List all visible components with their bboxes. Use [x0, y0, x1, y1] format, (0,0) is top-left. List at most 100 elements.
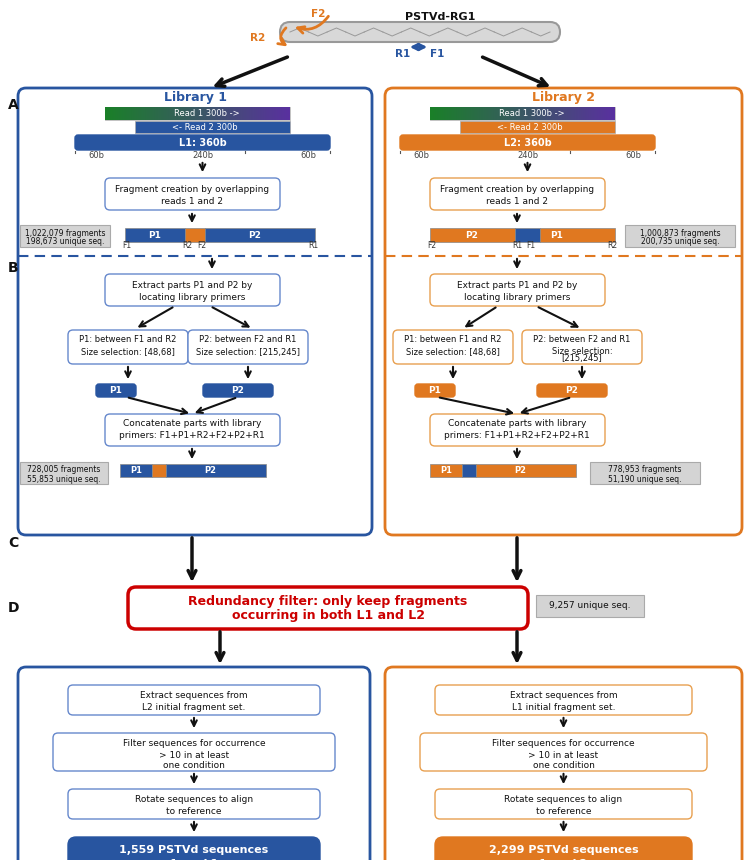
Text: PSTVd-RG1: PSTVd-RG1 [405, 12, 475, 22]
Bar [249, 107, 250, 120]
Bar [560, 107, 561, 120]
Text: Extract sequences from: Extract sequences from [510, 691, 617, 699]
Text: Extract parts P1 and P2 by: Extract parts P1 and P2 by [456, 280, 578, 290]
Bar [437, 107, 438, 120]
Bar [536, 107, 537, 120]
Bar [246, 107, 247, 120]
Bar [113, 107, 114, 120]
Text: 198,673 unique seq.: 198,673 unique seq. [26, 237, 105, 247]
Bar [456, 107, 457, 120]
Bar [284, 107, 285, 120]
Bar [271, 107, 272, 120]
Bar [122, 107, 123, 120]
Bar [523, 107, 524, 120]
Bar [188, 107, 189, 120]
Bar [225, 107, 226, 120]
Bar [527, 107, 528, 120]
Bar [469, 107, 470, 120]
Bar [559, 107, 560, 120]
Bar [503, 107, 504, 120]
Bar [511, 107, 512, 120]
Bar [215, 107, 216, 120]
Bar [172, 107, 173, 120]
Bar [169, 107, 170, 120]
Bar [607, 107, 608, 120]
Bar [550, 107, 551, 120]
Bar [595, 107, 596, 120]
Bar [536, 595, 644, 617]
Bar [119, 107, 120, 120]
Text: L1: 360b: L1: 360b [179, 138, 226, 148]
Bar [287, 107, 288, 120]
Bar [455, 107, 456, 120]
Text: 60b: 60b [301, 151, 317, 161]
Bar [592, 107, 593, 120]
Text: C: C [8, 536, 18, 550]
Bar [529, 107, 530, 120]
Bar [606, 107, 607, 120]
FancyBboxPatch shape [435, 789, 692, 819]
Bar [590, 107, 591, 120]
Bar [597, 107, 598, 120]
Bar [196, 107, 197, 120]
Bar [452, 107, 453, 120]
Bar [233, 107, 234, 120]
Bar [214, 107, 215, 120]
Bar [245, 107, 246, 120]
Bar [189, 107, 190, 120]
Text: L2: 360b: L2: 360b [504, 138, 551, 148]
Bar [602, 107, 603, 120]
Bar [564, 107, 565, 120]
Bar [185, 107, 186, 120]
Text: P2: between F2 and R1: P2: between F2 and R1 [533, 335, 631, 345]
Bar [475, 107, 476, 120]
Bar [453, 107, 454, 120]
Bar [531, 107, 532, 120]
Bar [121, 107, 122, 120]
Bar [205, 228, 315, 242]
Bar [476, 107, 477, 120]
Bar [158, 107, 159, 120]
Bar [580, 107, 581, 120]
Bar [586, 107, 587, 120]
Bar [264, 107, 265, 120]
Bar [223, 107, 224, 120]
Bar [567, 107, 568, 120]
Bar [439, 107, 440, 120]
Bar [553, 107, 554, 120]
FancyBboxPatch shape [280, 22, 560, 42]
Bar [212, 107, 213, 120]
Text: <- Read 2 300b: <- Read 2 300b [497, 122, 562, 132]
Text: F2: F2 [427, 242, 437, 250]
Text: 60b: 60b [88, 151, 105, 161]
Bar [489, 107, 490, 120]
Text: P1: P1 [550, 230, 563, 239]
Bar [285, 107, 286, 120]
Bar [457, 107, 458, 120]
Text: L1 initial fragment set.: L1 initial fragment set. [512, 703, 615, 711]
Bar [430, 107, 615, 120]
FancyBboxPatch shape [430, 414, 605, 446]
Bar [257, 107, 258, 120]
Bar [537, 107, 538, 120]
Text: 1,559 PSTVd sequences: 1,559 PSTVd sequences [120, 845, 268, 855]
Text: P1: P1 [149, 230, 162, 239]
Bar [440, 107, 441, 120]
Bar [608, 107, 609, 120]
Bar [226, 107, 227, 120]
Bar [168, 107, 169, 120]
Bar [430, 464, 462, 477]
Bar [135, 121, 290, 133]
Bar [274, 107, 275, 120]
Bar [596, 107, 597, 120]
Bar [151, 107, 152, 120]
Bar [153, 107, 154, 120]
Bar [206, 107, 207, 120]
Bar [515, 107, 516, 120]
Bar [494, 107, 495, 120]
Bar [441, 107, 442, 120]
Bar [253, 107, 254, 120]
Bar [176, 107, 177, 120]
Bar [610, 107, 611, 120]
FancyBboxPatch shape [128, 587, 528, 629]
